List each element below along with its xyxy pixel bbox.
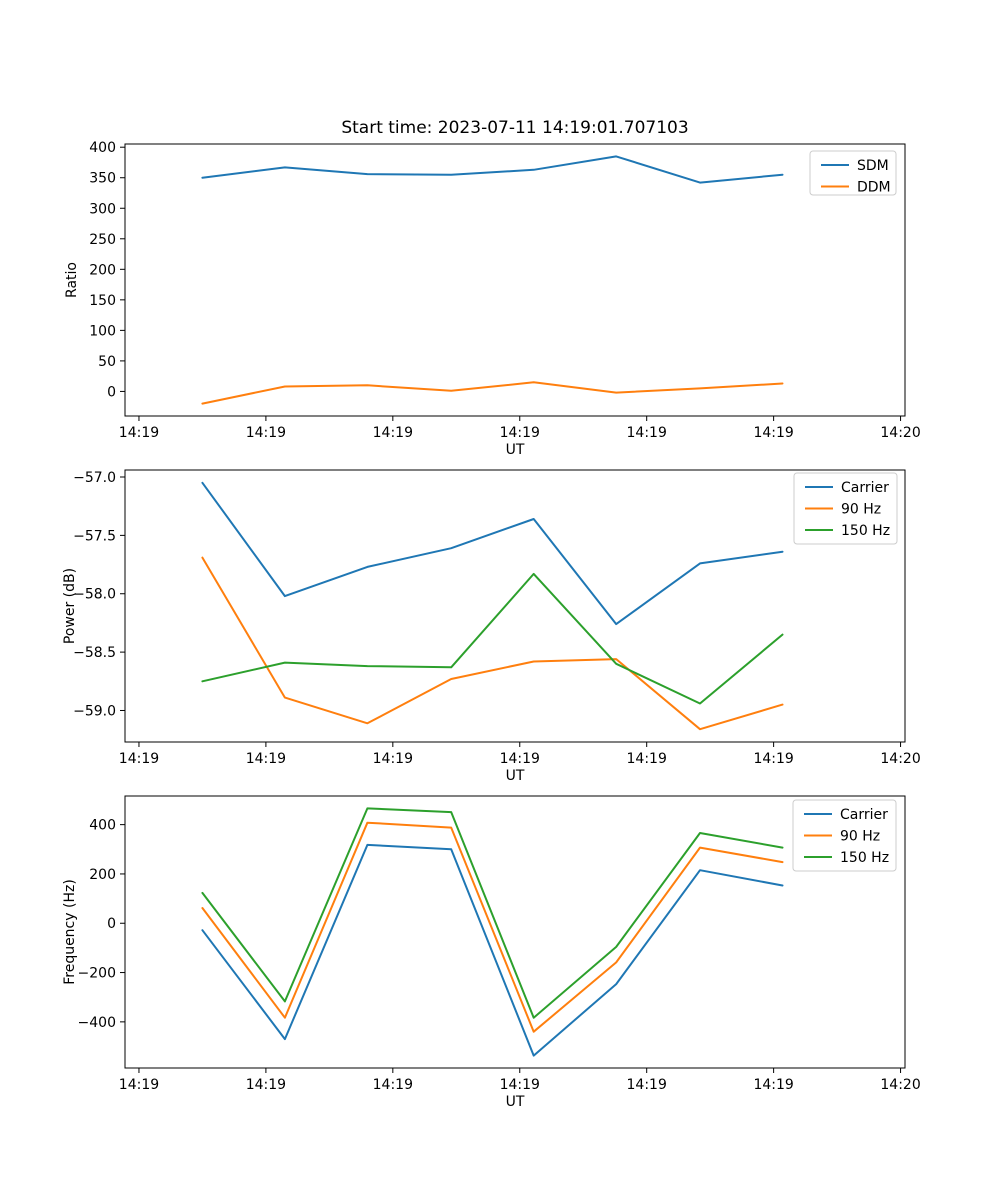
legend-label: 150 Hz: [841, 523, 890, 539]
line-90-hz: [201, 821, 784, 1033]
y-tick-label: 200: [89, 867, 116, 883]
x-tick-label: 14:19: [373, 425, 413, 441]
x-tick-label: 14:19: [246, 1077, 286, 1093]
y-tick-label: −58.0: [73, 587, 116, 603]
legend-label: 90 Hz: [841, 502, 881, 518]
legend: Carrier 90 Hz 150 Hz: [793, 472, 898, 545]
x-tick-label: 14:20: [880, 1077, 920, 1093]
x-tick-label: 14:19: [246, 751, 286, 767]
y-tick-label: −57.5: [73, 528, 116, 544]
y-tick-label: 400: [89, 140, 116, 156]
axes-frame: [124, 143, 906, 417]
subplot-1: 14:19 14:19 14:19 14:19 14:19 14:19 14:20 0 50 10…: [64, 140, 921, 458]
line-ddm: [201, 381, 784, 405]
legend: SDM DDM: [809, 150, 897, 196]
y-tick-label: 150: [89, 293, 116, 309]
legend-frame: [792, 799, 897, 872]
legend-label: Carrier: [840, 807, 888, 823]
y-tick-label: −59.0: [73, 703, 116, 719]
subplot-2: 14:19 14:19 14:19 14:19 14:19 14:19 14:20 −59.0…: [62, 469, 921, 784]
legend-label: SDM: [857, 158, 889, 174]
x-tick-label: 14:19: [753, 751, 793, 767]
y-axis-label: Ratio: [64, 262, 80, 298]
x-tick-label: 14:19: [119, 1077, 159, 1093]
y-tick-label: 200: [89, 262, 116, 278]
x-tick-label: 14:19: [373, 1077, 413, 1093]
x-tick-label: 14:19: [500, 751, 540, 767]
line-150-hz: [201, 572, 784, 705]
x-tick-label: 14:19: [753, 1077, 793, 1093]
x-tick-label: 14:19: [373, 751, 413, 767]
y-tick-label: 100: [89, 323, 116, 339]
line-carrier: [201, 843, 784, 1057]
y-tick-label: −200: [78, 966, 116, 982]
axes-frame: [124, 795, 906, 1069]
legend: Carrier 90 Hz 150 Hz: [792, 799, 897, 872]
legend-frame: [809, 150, 897, 196]
y-tick-label: 300: [89, 201, 116, 217]
x-tick-label: 14:19: [119, 751, 159, 767]
x-axis-label: UT: [506, 768, 525, 784]
x-tick-label: 14:19: [627, 425, 667, 441]
axes-frame: [124, 469, 906, 743]
y-tick-label: 0: [107, 384, 116, 400]
x-tick-label: 14:19: [119, 425, 159, 441]
y-tick-label: 0: [107, 916, 116, 932]
line-sdm: [201, 155, 784, 184]
legend-label: DDM: [857, 180, 891, 196]
legend-label: Carrier: [841, 480, 889, 496]
y-tick-label: 400: [89, 818, 116, 834]
x-tick-label: 14:19: [627, 751, 667, 767]
x-tick-label: 14:19: [500, 1077, 540, 1093]
figure-title: Start time: 2023-07-11 14:19:01.707103: [341, 118, 689, 138]
y-tick-label: −58.5: [73, 645, 116, 661]
x-tick-label: 14:19: [627, 1077, 667, 1093]
x-tick-label: 14:19: [246, 425, 286, 441]
legend-label: 150 Hz: [840, 850, 889, 866]
x-tick-label: 14:20: [880, 751, 920, 767]
line-carrier: [201, 481, 784, 626]
subplot-3: 14:19 14:19 14:19 14:19 14:19 14:19 14:20 −400 −…: [62, 795, 921, 1110]
y-tick-label: 250: [89, 232, 116, 248]
x-tick-label: 14:19: [753, 425, 793, 441]
line-90-hz: [201, 556, 784, 731]
legend-frame: [793, 472, 898, 545]
y-axis-label: Frequency (Hz): [62, 879, 78, 985]
y-axis-label: Power (dB): [62, 568, 78, 644]
y-tick-label: 350: [89, 171, 116, 187]
x-tick-label: 14:20: [880, 425, 920, 441]
legend-label: 90 Hz: [840, 829, 880, 845]
y-tick-label: 50: [98, 354, 116, 370]
line-150-hz: [201, 807, 784, 1019]
y-tick-label: −57.0: [73, 470, 116, 486]
y-tick-label: −400: [78, 1015, 116, 1031]
x-tick-label: 14:19: [500, 425, 540, 441]
x-axis-label: UT: [506, 1094, 525, 1110]
x-axis-label: UT: [506, 442, 525, 458]
